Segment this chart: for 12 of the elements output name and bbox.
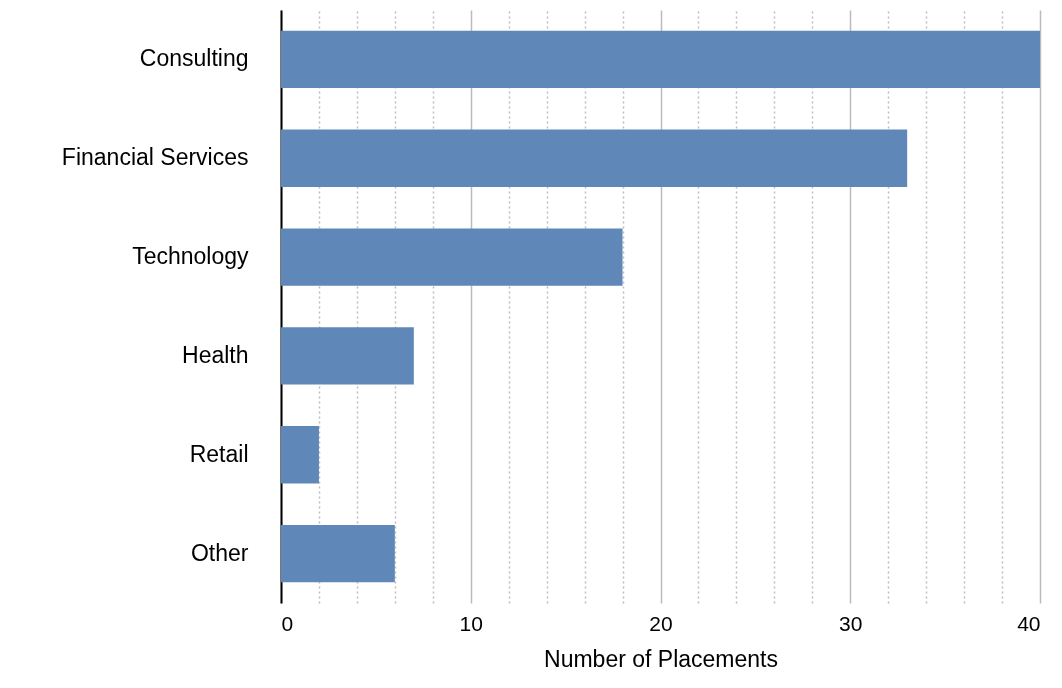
- y-tick-label: Financial Services: [61, 144, 249, 171]
- y-tick-label: Consulting: [139, 45, 249, 72]
- x-tick-label: 0: [281, 611, 294, 635]
- y-tick-label: Health: [182, 341, 249, 368]
- y-tick-label: Other: [190, 539, 249, 566]
- x-tick-label: 20: [649, 611, 673, 635]
- y-tick-label: Technology: [132, 243, 249, 270]
- x-tick-label: 30: [839, 611, 863, 635]
- x-axis-title: Number of Placements: [544, 645, 778, 672]
- y-tick-label: Retail: [189, 440, 249, 467]
- x-tick-label: 10: [459, 611, 483, 635]
- x-tick-label: 40: [1017, 611, 1041, 635]
